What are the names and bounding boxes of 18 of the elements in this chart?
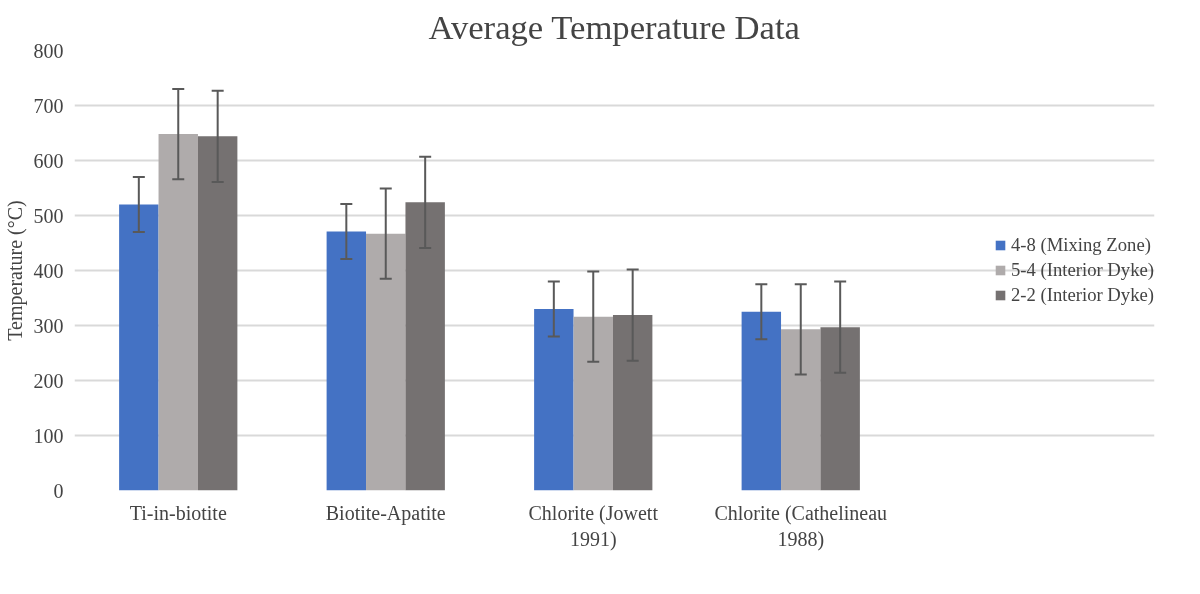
x-tick-label: Chlorite (Cathelineau 1988) — [714, 501, 888, 551]
y-tick-label: 400 — [33, 259, 64, 282]
y-tick-label: 500 — [33, 204, 64, 227]
y-axis-title: Temperature (°C) — [3, 200, 27, 341]
y-tick-label: 600 — [33, 149, 64, 172]
legend-label: 4-8 (Mixing Zone) — [1011, 234, 1151, 256]
y-tick-label: 100 — [33, 424, 64, 447]
y-tick-label: 200 — [33, 369, 64, 392]
chart-title: Average Temperature Data — [428, 7, 800, 46]
x-tick-label: Ti-in-biotite — [129, 501, 227, 524]
y-tick-label: 800 — [33, 39, 64, 62]
y-tick-label: 300 — [33, 314, 64, 337]
legend-label: 2-2 (Interior Dyke) — [1011, 284, 1154, 306]
y-tick-label: 700 — [33, 94, 64, 117]
x-tick-label: Biotite-Apatite — [325, 501, 446, 525]
legend-label: 5-4 (Interior Dyke) — [1011, 259, 1154, 281]
y-tick-label: 0 — [53, 479, 64, 502]
x-tick-label: Chlorite (Jowett 1991) — [528, 501, 659, 551]
